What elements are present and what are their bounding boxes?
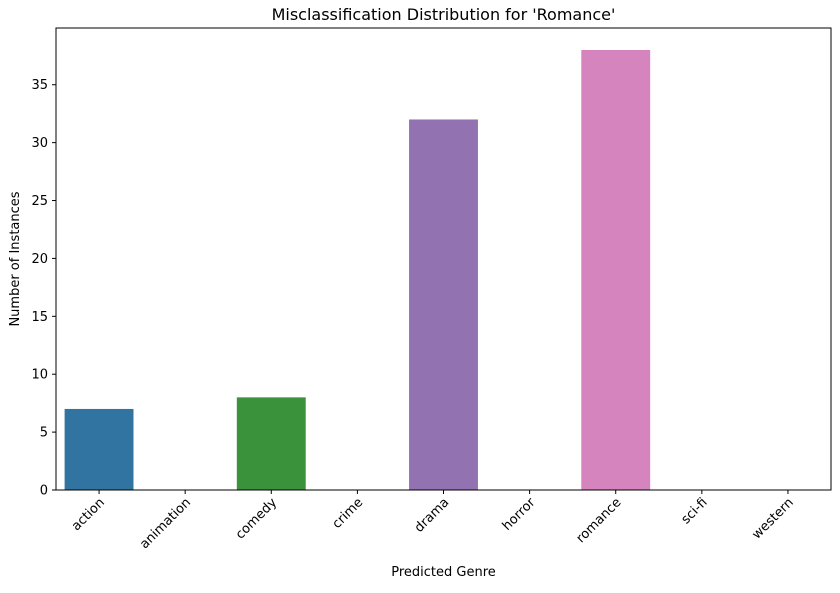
x-tick-label: animation [137, 495, 194, 552]
y-tick-label: 15 [31, 310, 48, 325]
bar-action [64, 408, 134, 490]
y-tick-label: 10 [31, 368, 48, 383]
y-axis-ticks: 0 5 10 15 20 25 30 35 [31, 78, 56, 499]
bars-layer [64, 50, 651, 490]
y-tick-label: 25 [31, 194, 48, 209]
y-tick-label: 5 [40, 426, 48, 441]
x-tick-label: western [749, 495, 796, 542]
x-tick-label: action [69, 495, 108, 534]
y-tick-label: 0 [40, 484, 48, 499]
x-tick-label: crime [330, 495, 367, 532]
x-tick-label: comedy [233, 495, 280, 542]
bar-comedy [236, 397, 306, 490]
x-tick-label: horror [500, 495, 539, 534]
x-tick-label: drama [412, 495, 452, 535]
plot-frame [55, 27, 832, 491]
bar-romance [581, 50, 651, 490]
chart-title: Misclassification Distribution for 'Roma… [272, 5, 616, 24]
x-axis-ticks: action animation comedy crime drama horror rom… [69, 490, 797, 552]
x-tick-label: sci-fi [679, 495, 711, 527]
y-axis-label: Number of Instances [8, 191, 23, 326]
x-tick-label: romance [574, 495, 625, 546]
y-tick-label: 20 [31, 252, 48, 267]
y-tick-label: 35 [31, 78, 48, 93]
x-axis-label: Predicted Genre [391, 565, 496, 580]
bar-drama [409, 119, 478, 490]
y-tick-label: 30 [31, 136, 48, 151]
